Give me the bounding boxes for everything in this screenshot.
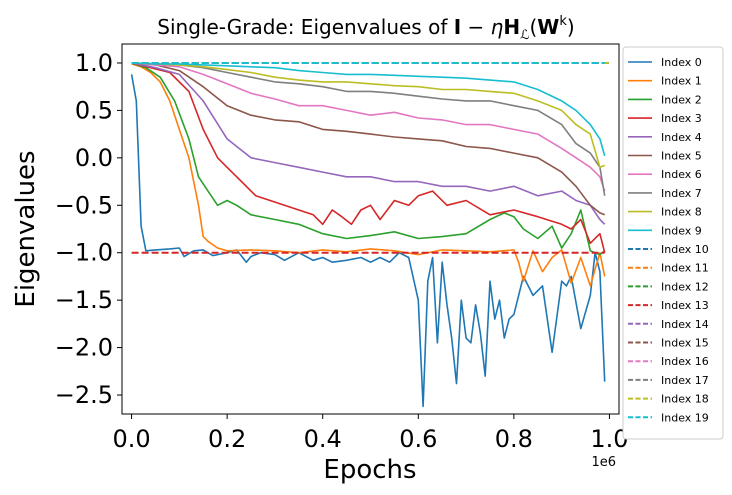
legend-label: Index 5: [661, 150, 702, 163]
x-tick-label: 0.0: [112, 425, 150, 453]
legend-label: Index 11: [661, 262, 709, 275]
legend-label: Index 19: [661, 411, 709, 424]
x-tick-label: 1.0: [590, 425, 628, 453]
y-tick-label: 0.0: [75, 144, 113, 172]
y-tick-label: −2.0: [55, 334, 113, 362]
x-tick-label: 0.2: [208, 425, 246, 453]
series-line-0: [130, 74, 606, 408]
y-tick-label: 1.0: [75, 49, 113, 77]
legend-label: Index 15: [661, 337, 709, 350]
y-tick-label: 0.5: [75, 96, 113, 124]
x-tick-label: 0.8: [495, 425, 533, 453]
legend-label: Index 2: [661, 93, 702, 106]
y-tick-label: −2.5: [55, 381, 113, 409]
legend-label: Index 6: [661, 168, 702, 181]
y-axis-label: Eigenvalues: [11, 150, 41, 307]
legend: Index 0 Index 1 Index 2 Index 3 Index 4 Index…: [622, 46, 724, 440]
legend-label: Index 4: [661, 131, 702, 144]
legend-label: Index 1: [661, 75, 702, 88]
legend-label: Index 18: [661, 393, 709, 406]
series-line-4: [131, 62, 606, 225]
y-tick-label: −0.5: [55, 191, 113, 219]
series-line-2: [131, 62, 606, 256]
y-tick-label: −1.5: [55, 286, 113, 314]
chart-title: Single-Grade: Eigenvalues of I − ηHℒ(Wk): [157, 14, 574, 43]
series-line-7: [131, 62, 606, 196]
legend-label: Index 8: [661, 206, 702, 219]
legend-label: Index 9: [661, 224, 702, 237]
legend-frame: [622, 46, 724, 440]
legend-label: Index 17: [661, 374, 709, 387]
x-tick-label: 0.6: [399, 425, 437, 453]
series-line-1: [131, 63, 606, 287]
y-axis-ticks: 1.0 0.5 0.0 −0.5 −1.0 −1.5 −2.0 −2.5: [55, 49, 122, 409]
legend-label: Index 7: [661, 187, 702, 200]
legend-label: Index 12: [661, 280, 709, 293]
plot-lines: [130, 62, 610, 408]
series-line-5: [131, 62, 605, 216]
legend-label: Index 10: [661, 243, 709, 256]
series-line-8: [131, 62, 605, 169]
legend-label: Index 16: [661, 355, 709, 368]
legend-label: Index 3: [661, 112, 702, 125]
legend-label: Index 0: [661, 56, 702, 69]
plot-frame: [121, 43, 620, 415]
x-tick-label: 0.4: [304, 425, 342, 453]
series-line-9: [131, 62, 606, 157]
legend-label: Index 14: [661, 318, 709, 331]
x-axis-ticks: 0.0 0.2 0.4 0.6 0.8 1.0: [112, 414, 629, 453]
y-tick-label: −1.0: [55, 239, 113, 267]
legend-label: Index 13: [661, 299, 709, 312]
series-line-3: [131, 62, 606, 253]
x-offset-label: 1e6: [591, 455, 616, 470]
series-line-6: [131, 62, 606, 192]
x-axis-label: Epochs: [323, 455, 416, 485]
